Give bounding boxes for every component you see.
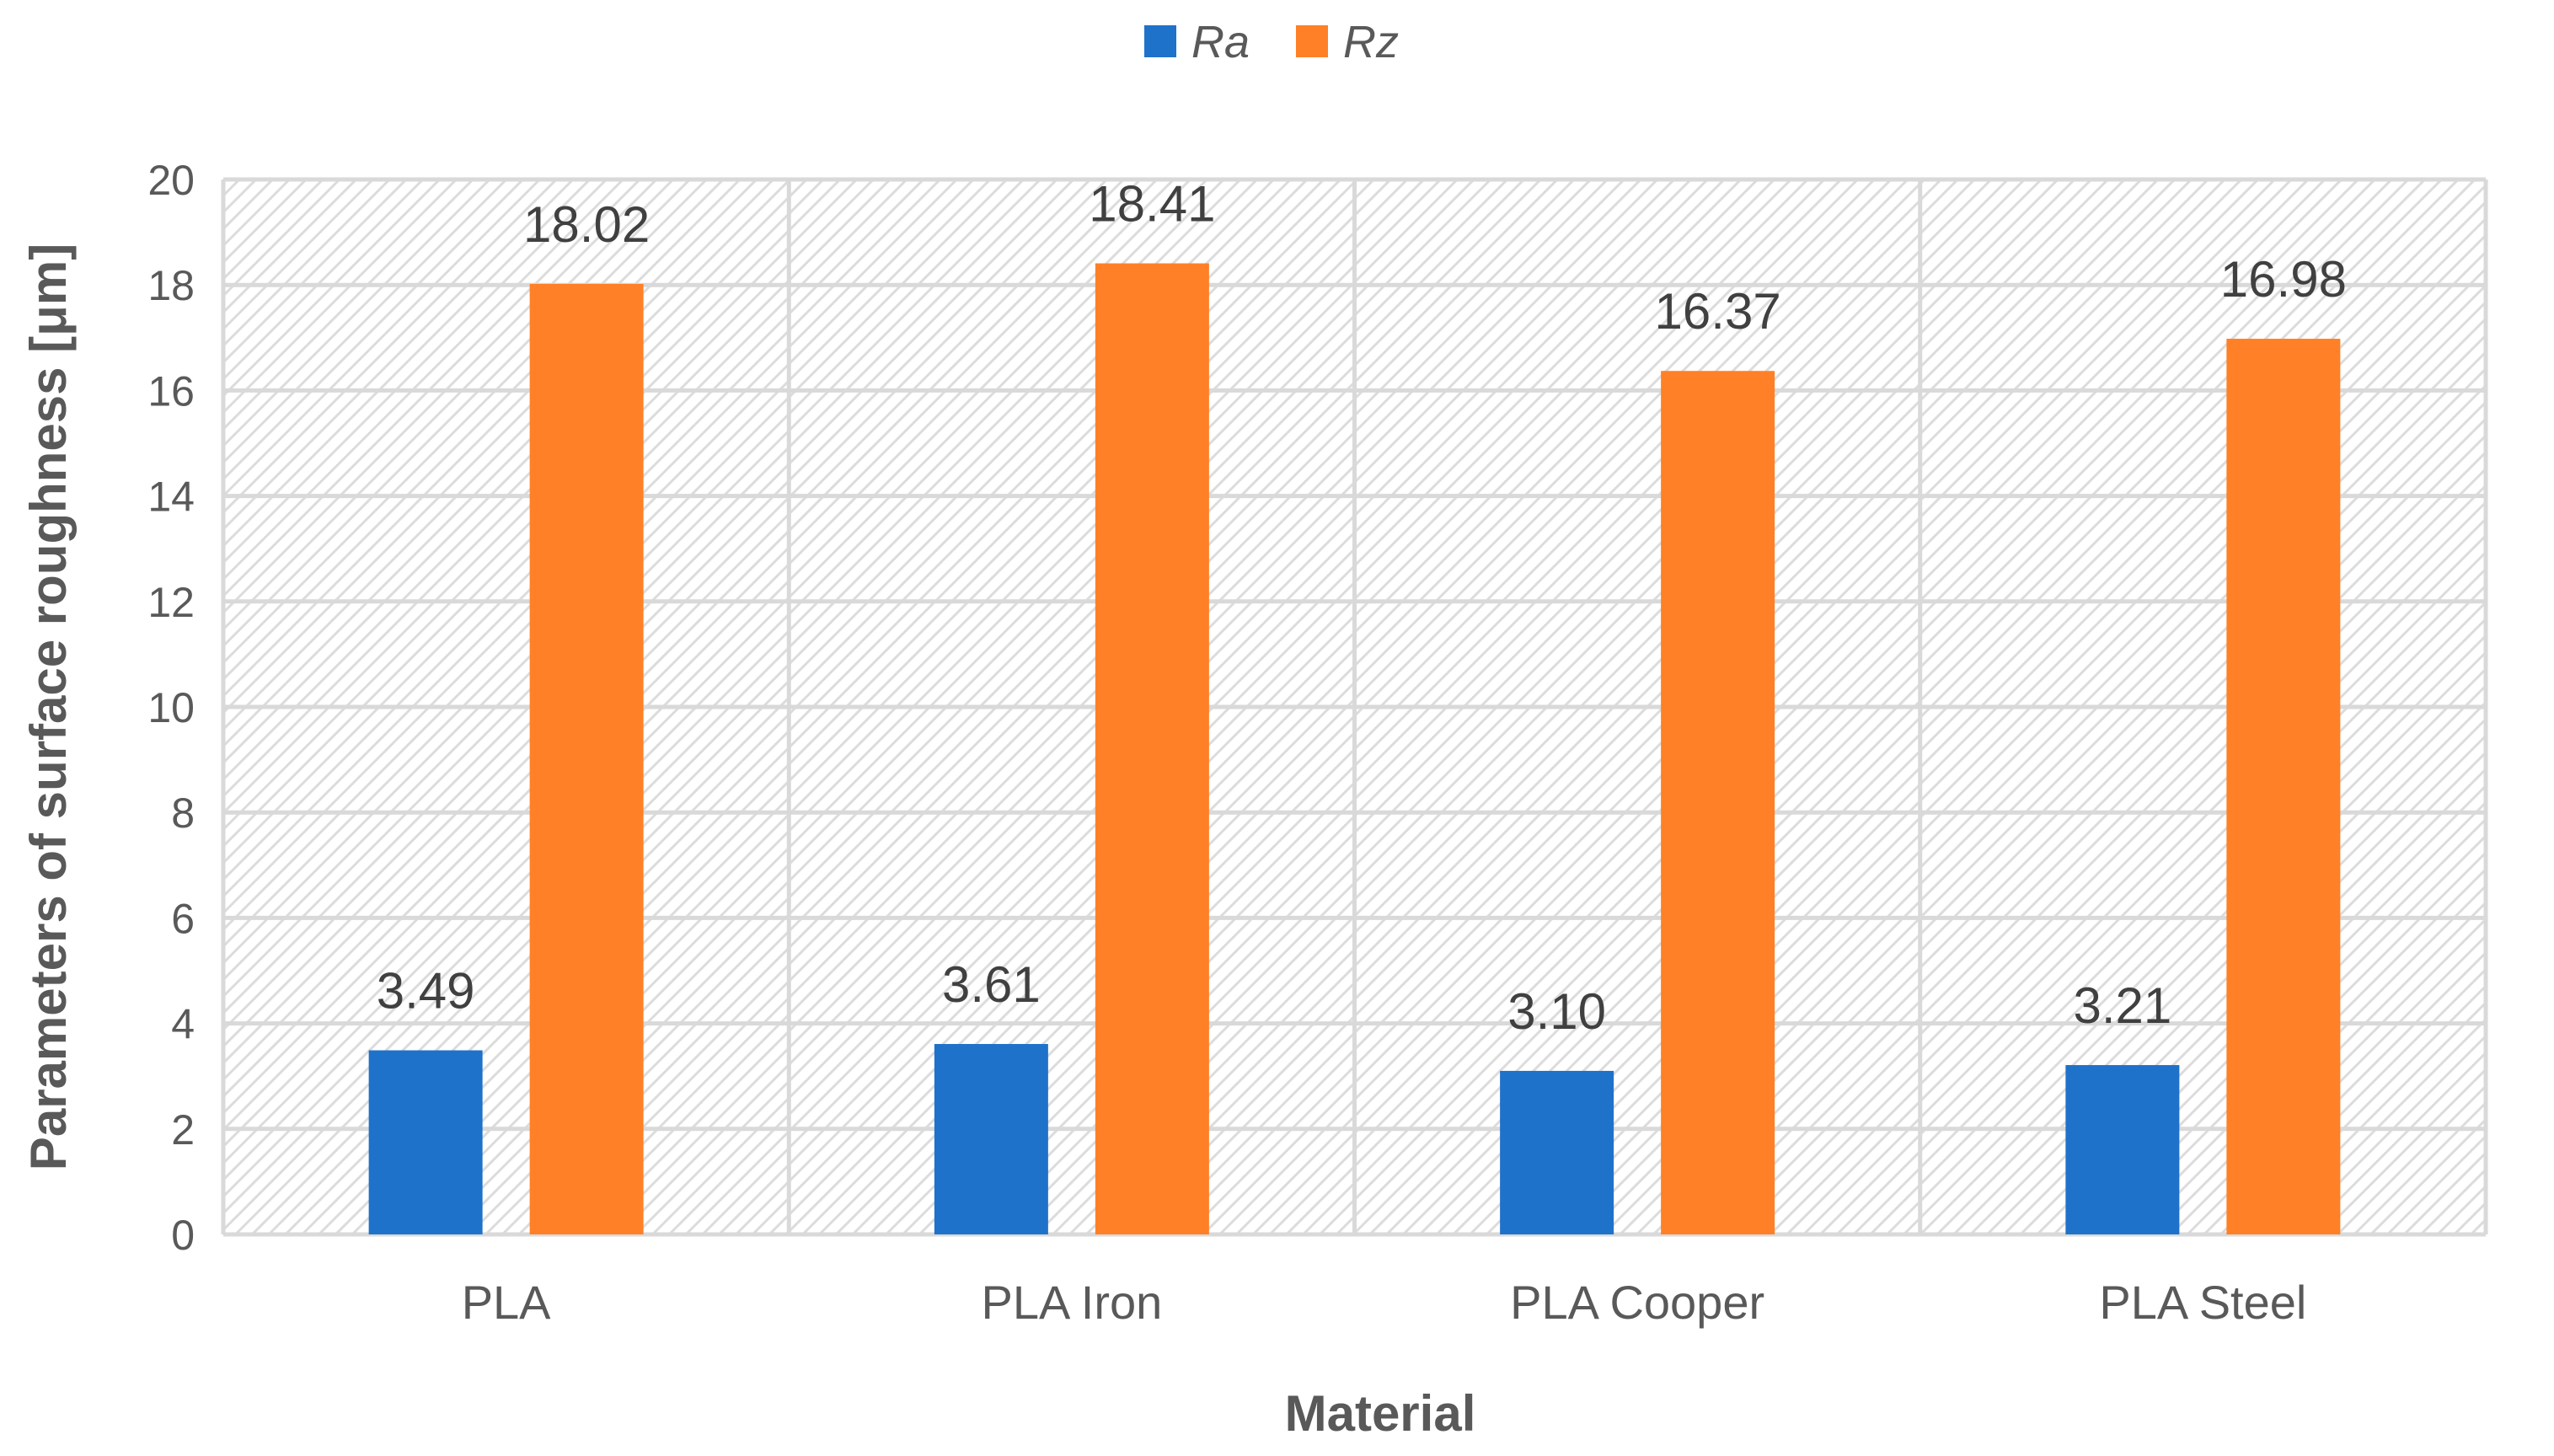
x-category-label: PLA Steel: [2099, 1276, 2306, 1329]
y-axis-title: Parameters of surface roughness [μm]: [20, 244, 77, 1170]
bars: [368, 263, 2341, 1235]
y-axis-ticks: 0 2 4 6 8 10 12 14 16 18 20: [147, 157, 195, 1259]
bar-ra: [368, 1050, 483, 1234]
y-tick-label: 0: [171, 1212, 195, 1259]
legend-label-rz: Rz: [1343, 17, 1399, 67]
y-tick-label: 16: [147, 367, 195, 415]
data-label-ra: 3.21: [2073, 977, 2171, 1034]
y-tick-label: 20: [147, 157, 195, 204]
data-label-rz: 18.02: [523, 196, 650, 253]
legend-swatch-rz: [1296, 25, 1328, 57]
y-tick-label: 6: [171, 895, 195, 942]
x-category-label: PLA Cooper: [1510, 1276, 1764, 1329]
bar-rz: [1095, 263, 1209, 1235]
x-category-label: PLA Iron: [981, 1276, 1162, 1329]
data-label-rz: 16.37: [1655, 283, 1781, 340]
data-labels: 3.49 18.02 3.61 18.41 3.10 16.37 3.21 16.98: [377, 176, 2347, 1040]
y-tick-label: 8: [171, 790, 195, 837]
data-label-ra: 3.49: [377, 963, 475, 1020]
bar-rz: [1661, 371, 1775, 1234]
legend-label-ra: Ra: [1191, 17, 1250, 67]
x-axis-categories: PLA PLA Iron PLA Cooper PLA Steel: [462, 1276, 2307, 1329]
y-tick-label: 18: [147, 262, 195, 309]
bar-ra: [1500, 1070, 1614, 1234]
bar-rz: [2226, 339, 2341, 1234]
x-category-label: PLA: [462, 1276, 551, 1329]
x-axis-title: Material: [1285, 1385, 1476, 1442]
data-label-rz: 18.41: [1089, 176, 1215, 233]
y-tick-label: 12: [147, 579, 195, 626]
bar-ra: [2065, 1065, 2180, 1234]
y-tick-label: 2: [171, 1106, 195, 1154]
data-label-rz: 16.98: [2220, 251, 2347, 308]
bar-rz: [529, 283, 644, 1234]
legend-swatch-ra: [1144, 25, 1176, 57]
legend: Ra Rz: [1144, 17, 1399, 67]
y-tick-label: 14: [147, 474, 195, 521]
y-tick-label: 10: [147, 684, 195, 731]
data-label-ra: 3.61: [942, 956, 1041, 1013]
bar-ra: [934, 1044, 1048, 1234]
data-label-ra: 3.10: [1507, 983, 1606, 1040]
y-tick-label: 4: [171, 1001, 195, 1048]
